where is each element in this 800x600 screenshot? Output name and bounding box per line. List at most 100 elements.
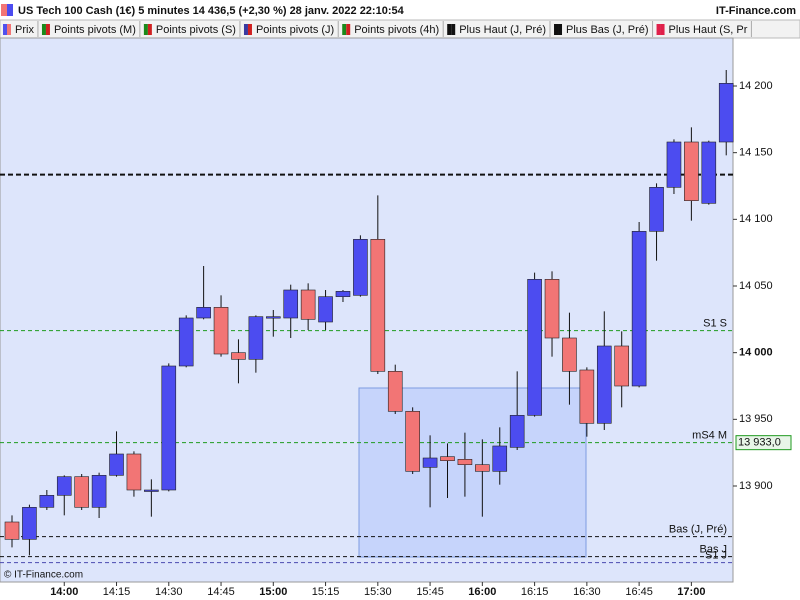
candle-body <box>196 307 211 319</box>
y-tick-label: 13 900 <box>739 480 773 492</box>
selection-box <box>358 387 587 558</box>
level-value-label: 13 933,0 <box>738 437 781 449</box>
candle-body <box>579 369 595 424</box>
level-label: mS4 M <box>692 430 727 442</box>
candle-body <box>283 289 299 319</box>
candle-body <box>422 457 438 468</box>
legend-label: Plus Haut (S, Pr <box>669 24 748 36</box>
legend-swatch <box>41 24 46 35</box>
candle-body <box>701 141 717 204</box>
y-tick-label: 14 200 <box>739 80 773 92</box>
candle-body <box>231 352 246 360</box>
candle-body <box>318 296 333 323</box>
candle-body <box>649 187 664 232</box>
legend-label: Points pivots (M) <box>54 24 136 36</box>
y-tick-label: 14 000 <box>739 347 773 359</box>
candle-body <box>91 475 107 508</box>
candle-body <box>492 445 508 472</box>
y-tick-label: 14 150 <box>739 147 773 159</box>
candle-body <box>457 459 473 465</box>
candle-body <box>353 239 368 296</box>
candle-body <box>335 291 351 297</box>
x-tick-label: 14:15 <box>103 586 131 598</box>
legend-swatch <box>247 24 252 35</box>
legend-swatch <box>660 24 665 35</box>
legend-swatch <box>554 24 559 35</box>
legend-swatch <box>45 24 50 35</box>
y-tick-label: 14 100 <box>739 213 773 225</box>
legend-swatch <box>346 24 351 35</box>
copyright: © IT-Finance.com <box>4 570 83 581</box>
legend-swatch <box>447 24 452 35</box>
candle-body <box>718 83 734 143</box>
candle-body <box>684 141 699 201</box>
x-tick-label: 14:30 <box>155 586 183 598</box>
x-tick-label: 14:45 <box>207 586 235 598</box>
candle-body <box>74 476 89 508</box>
level-value-box <box>735 435 792 451</box>
legend-swatch <box>7 24 11 35</box>
candle-body <box>527 279 542 416</box>
candle-body <box>126 453 142 491</box>
x-tick-label: 16:00 <box>468 586 496 598</box>
legend-label: Prix <box>15 24 34 36</box>
level-label: S1 J <box>705 550 727 562</box>
candle-body <box>265 316 281 319</box>
level-label: S1 S <box>703 318 727 330</box>
legend-swatch <box>656 24 661 35</box>
candle-body <box>544 279 560 339</box>
candle-body <box>387 371 403 412</box>
legend-label: Points pivots (S) <box>156 24 236 36</box>
legend-swatch <box>147 24 152 35</box>
candle-body <box>405 411 420 472</box>
candle-body <box>509 415 525 448</box>
x-tick-label: 15:30 <box>364 586 392 598</box>
legend-swatch <box>243 24 248 35</box>
title-bar <box>0 0 800 20</box>
title-icon <box>1 4 7 16</box>
legend-swatch <box>3 24 7 35</box>
legend-label: Plus Bas (J, Pré) <box>566 24 649 36</box>
x-tick-label: 16:30 <box>573 586 601 598</box>
x-tick-label: 15:00 <box>259 586 287 598</box>
candle-body <box>440 456 455 461</box>
candle-body <box>370 239 386 372</box>
x-tick-label: 14:00 <box>50 586 78 598</box>
candle-body <box>248 316 264 360</box>
candle-body <box>22 507 37 540</box>
candle-body <box>631 231 647 387</box>
legend-swatch <box>558 24 563 35</box>
legend-swatch <box>143 24 148 35</box>
candle-body <box>562 337 577 372</box>
candle-body <box>475 464 490 472</box>
candle-body <box>178 317 194 367</box>
x-tick-label: 16:45 <box>625 586 653 598</box>
legend-label: Points pivots (4h) <box>354 24 439 36</box>
y-tick-label: 14 050 <box>739 280 773 292</box>
level-label: Bas (J, Pré) <box>669 524 727 536</box>
candle-body <box>56 476 72 496</box>
level-label: Bas J <box>699 544 727 556</box>
legend-label: Plus Haut (J, Pré) <box>459 24 546 36</box>
legend-swatch <box>451 24 456 35</box>
x-tick-label: 15:45 <box>416 586 444 598</box>
y-tick-label: 13 950 <box>739 413 773 425</box>
candle-body <box>39 495 55 508</box>
candle-body <box>109 453 124 476</box>
site-name: IT-Finance.com <box>716 5 796 17</box>
candle-body <box>161 365 177 491</box>
x-tick-label: 16:15 <box>521 586 549 598</box>
x-tick-label: 15:15 <box>312 586 340 598</box>
candle-body <box>614 345 630 387</box>
legend-swatch <box>342 24 347 35</box>
title-icon <box>7 4 13 16</box>
candle-body <box>144 489 159 492</box>
candle-body <box>4 521 20 540</box>
x-tick-label: 17:00 <box>677 586 705 598</box>
chart-title: US Tech 100 Cash (1€) 5 minutes 14 436,5… <box>18 5 405 17</box>
legend-label: Points pivots (J) <box>256 24 334 36</box>
candle-body <box>666 141 682 188</box>
candle-body <box>596 345 612 424</box>
candle-body <box>213 307 229 355</box>
